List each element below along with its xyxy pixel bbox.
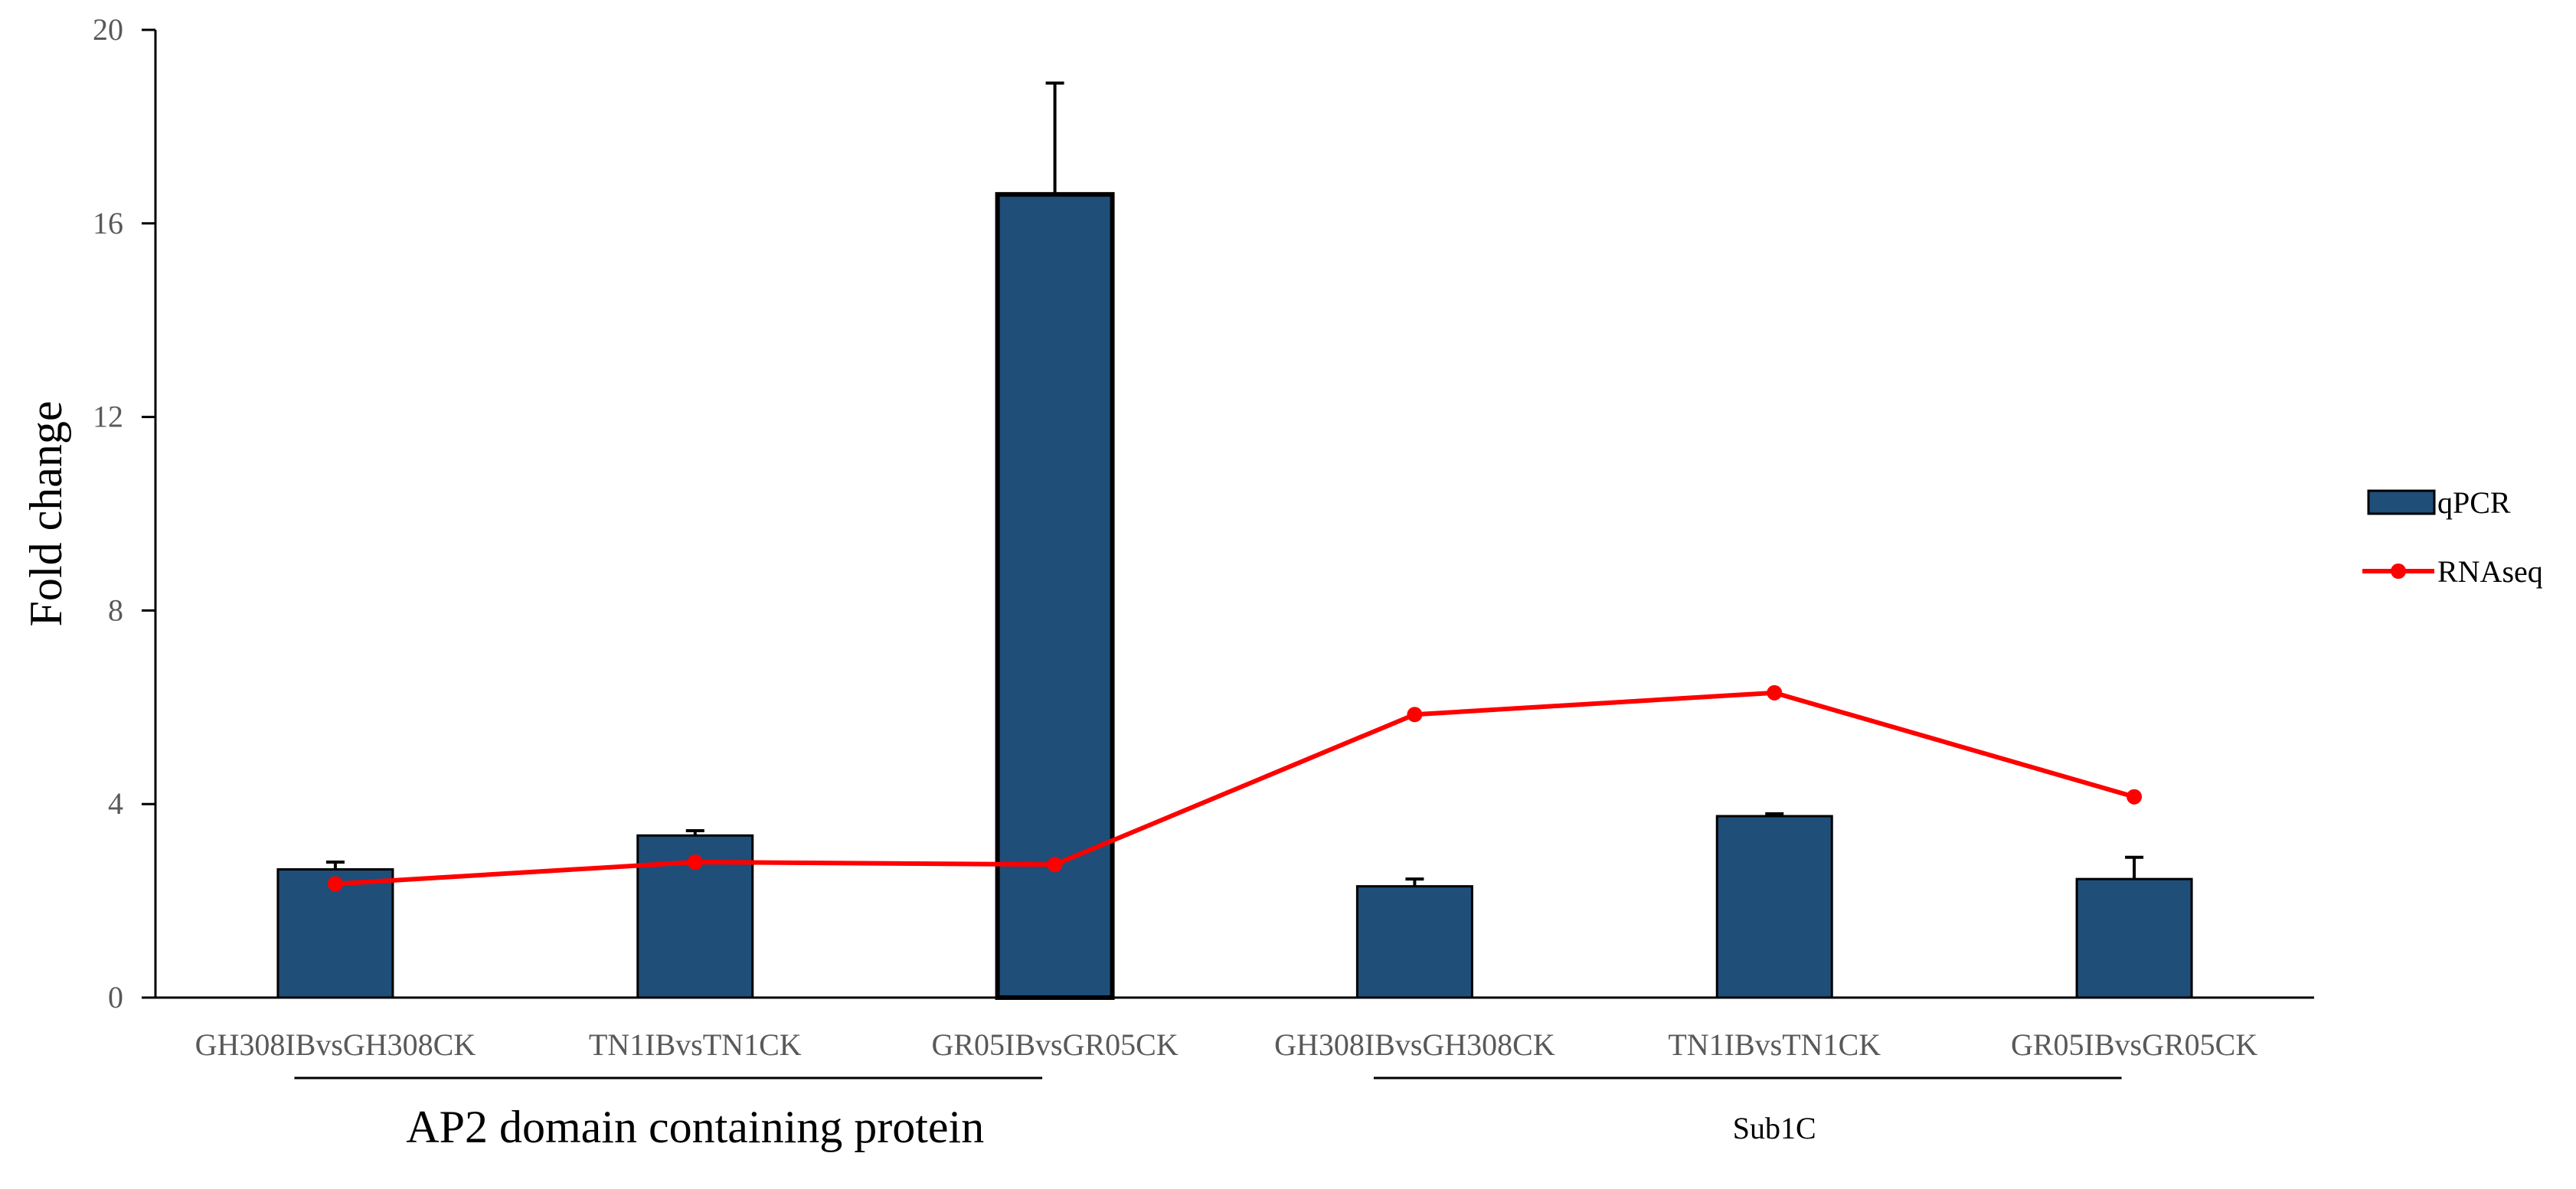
qpcr-bar (1355, 885, 1473, 999)
rnaseq-point (327, 876, 343, 892)
category-label: GH308IBvsGH308CK (195, 1027, 476, 1062)
y-tick-label: 12 (93, 400, 123, 434)
category-label: TN1IBvsTN1CK (589, 1027, 802, 1062)
category-label: TN1IBvsTN1CK (1668, 1027, 1881, 1062)
y-tick-label: 20 (93, 12, 123, 47)
rnaseq-point (1407, 707, 1423, 723)
y-axis: 0 4 8 12 16 20 Fold change (21, 12, 157, 1014)
y-tick-label: 8 (108, 593, 123, 627)
y-tick-label: 16 (93, 206, 123, 240)
category-groups: AP2 domain containing protein Sub1C (294, 1076, 2122, 1152)
rnaseq-line (335, 690, 2135, 887)
y-tick-label: 4 (108, 786, 123, 821)
qpcr-error-bars (325, 81, 2144, 887)
rnaseq-point (1047, 857, 1063, 873)
legend-label-qpcr: qPCR (2437, 485, 2511, 520)
rnaseq-point (687, 854, 703, 871)
qpcr-bar (1715, 815, 1833, 999)
y-ticks: 0 4 8 12 16 20 (93, 12, 155, 1014)
category-label: GR05IBvsGR05CK (2011, 1027, 2257, 1062)
category-labels: GH308IBvsGH308CK TN1IBvsTN1CK GR05IBvsGR05… (195, 1027, 2258, 1062)
legend-label-rnaseq: RNAseq (2437, 554, 2543, 589)
y-axis-title: Fold change (21, 401, 71, 627)
x-axis: GH308IBvsGH308CK TN1IBvsTN1CK GR05IBvsGR05… (155, 996, 2314, 1152)
category-label: GR05IBvsGR05CK (931, 1027, 1178, 1062)
rnaseq-point (1767, 684, 1783, 701)
group-label: AP2 domain containing protein (406, 1102, 984, 1152)
qpcr-bar (995, 191, 1115, 1000)
rnaseq-line-series (327, 684, 2143, 892)
qpcr-bar (2075, 877, 2193, 999)
y-tick-label: 0 (108, 980, 123, 1014)
qpcr-bars (276, 191, 2193, 1000)
legend-swatch-qpcr (2367, 489, 2436, 515)
group-label: Sub1C (1733, 1111, 1816, 1145)
rnaseq-point (2127, 789, 2143, 805)
category-label: GH308IBvsGH308CK (1274, 1027, 1555, 1062)
legend: qPCR RNAseq (2362, 485, 2543, 589)
legend-marker-rnaseq (2391, 563, 2406, 579)
